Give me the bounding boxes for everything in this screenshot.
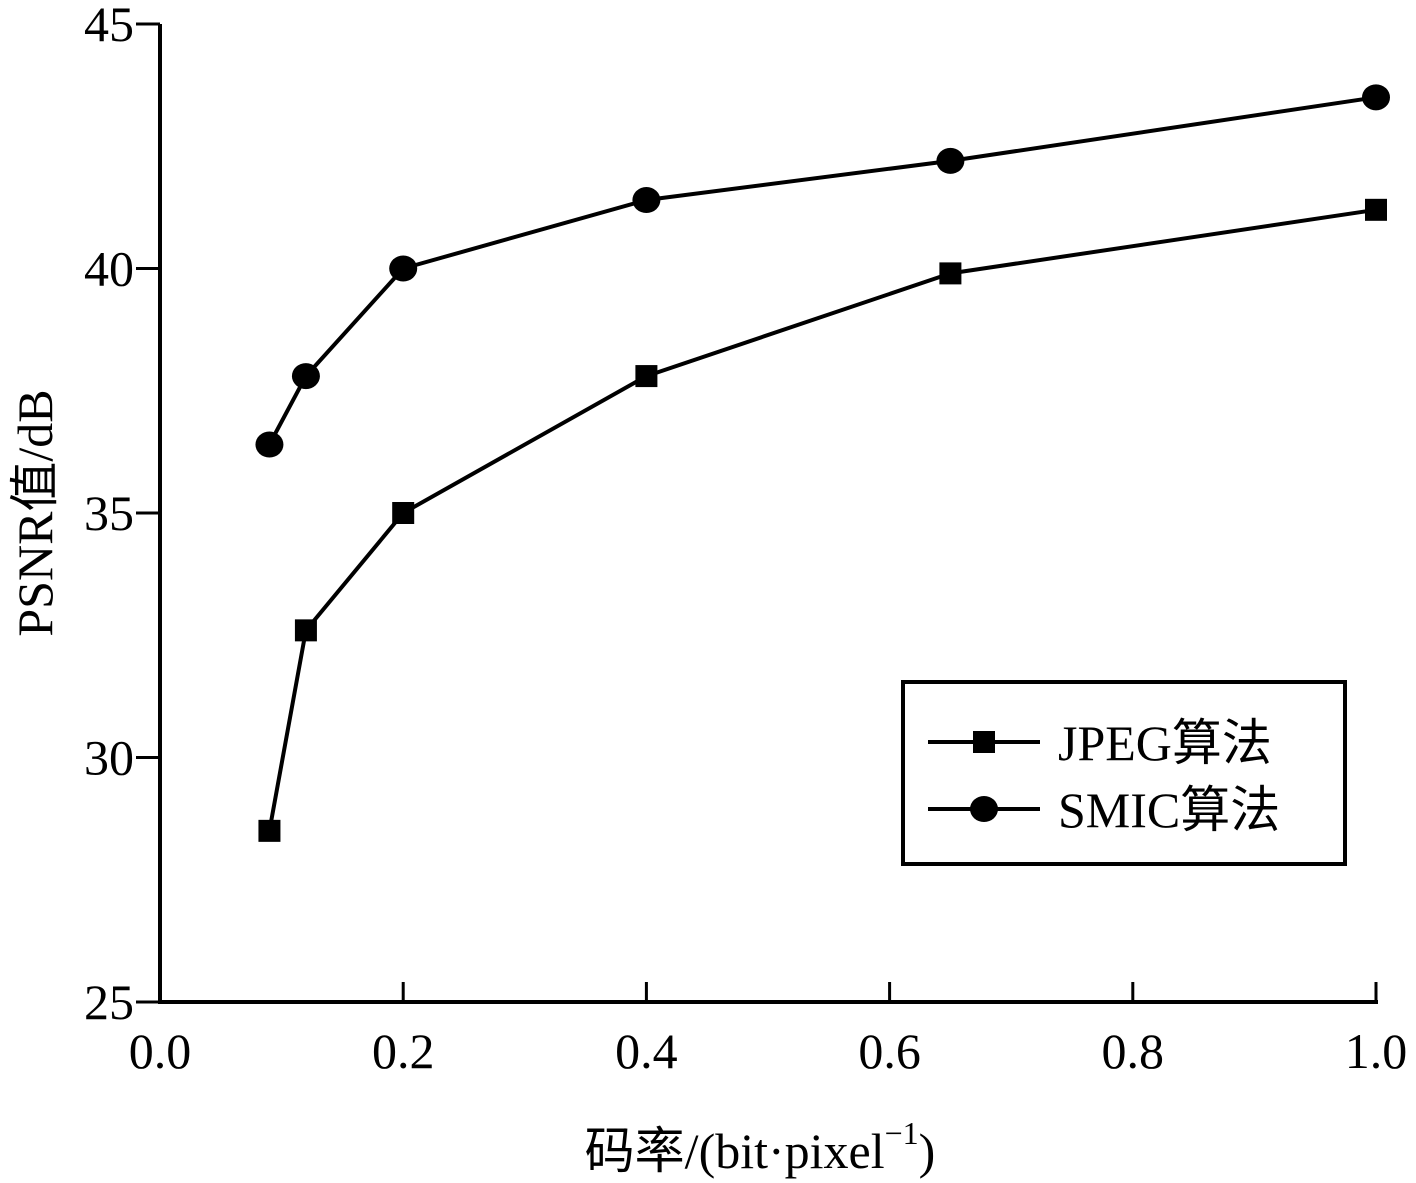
legend-label: JPEG算法: [1058, 715, 1272, 771]
series-line: [267, 95, 1377, 446]
x-axis-label-close: ): [919, 1123, 936, 1179]
data-point-circle: [632, 187, 661, 214]
y-tick-label: 35: [84, 485, 134, 541]
data-point-square: [635, 365, 658, 388]
series-2: [255, 84, 1390, 458]
legend-box: [901, 680, 1347, 866]
data-point-square: [258, 819, 281, 842]
data-point-square: [294, 619, 317, 642]
legend: JPEG算法 SMIC算法: [901, 680, 1347, 866]
series-line: [267, 207, 1377, 832]
legend-item: JPEG算法: [928, 715, 1272, 771]
data-point-circle: [389, 255, 418, 282]
y-axis-label: PSNR值/dB: [7, 389, 63, 636]
x-tick-label: 1.0: [1345, 1023, 1408, 1079]
data-point-circle: [255, 431, 284, 458]
legend-label: SMIC算法: [1058, 782, 1280, 838]
x-axis-ticks: 0.0 0.2 0.4 0.6 0.8 1.0: [129, 982, 1408, 1079]
data-point-circle: [936, 147, 965, 174]
x-tick-label: 0.2: [372, 1023, 435, 1079]
data-point-square: [939, 262, 962, 285]
y-tick-label: 25: [84, 974, 134, 1030]
y-tick-label: 40: [84, 241, 134, 297]
y-tick-label: 45: [84, 0, 134, 52]
data-point-circle: [1362, 84, 1390, 111]
x-axis-label: 码率/(bit·pixel−1): [585, 1115, 936, 1179]
x-tick-label: 0.4: [615, 1023, 678, 1079]
data-point-square: [1365, 198, 1387, 221]
x-axis-label-main: 码率/(bit·pixel: [585, 1123, 885, 1179]
x-tick-label: 0.8: [1102, 1023, 1165, 1079]
legend-item: SMIC算法: [928, 782, 1280, 838]
legend-marker-square: [973, 731, 995, 753]
y-tick-label: 30: [84, 730, 134, 786]
x-axis-label-superscript: −1: [885, 1115, 919, 1151]
data-point-circle: [291, 363, 320, 390]
legend-marker-circle: [970, 796, 998, 822]
series-1: [258, 198, 1387, 842]
data-point-square: [392, 502, 415, 524]
x-tick-label: 0.0: [129, 1023, 192, 1079]
series-layer: [255, 84, 1390, 842]
x-tick-label: 0.6: [858, 1023, 921, 1079]
y-axis-ticks: 25 30 35 40 45: [84, 0, 160, 1030]
